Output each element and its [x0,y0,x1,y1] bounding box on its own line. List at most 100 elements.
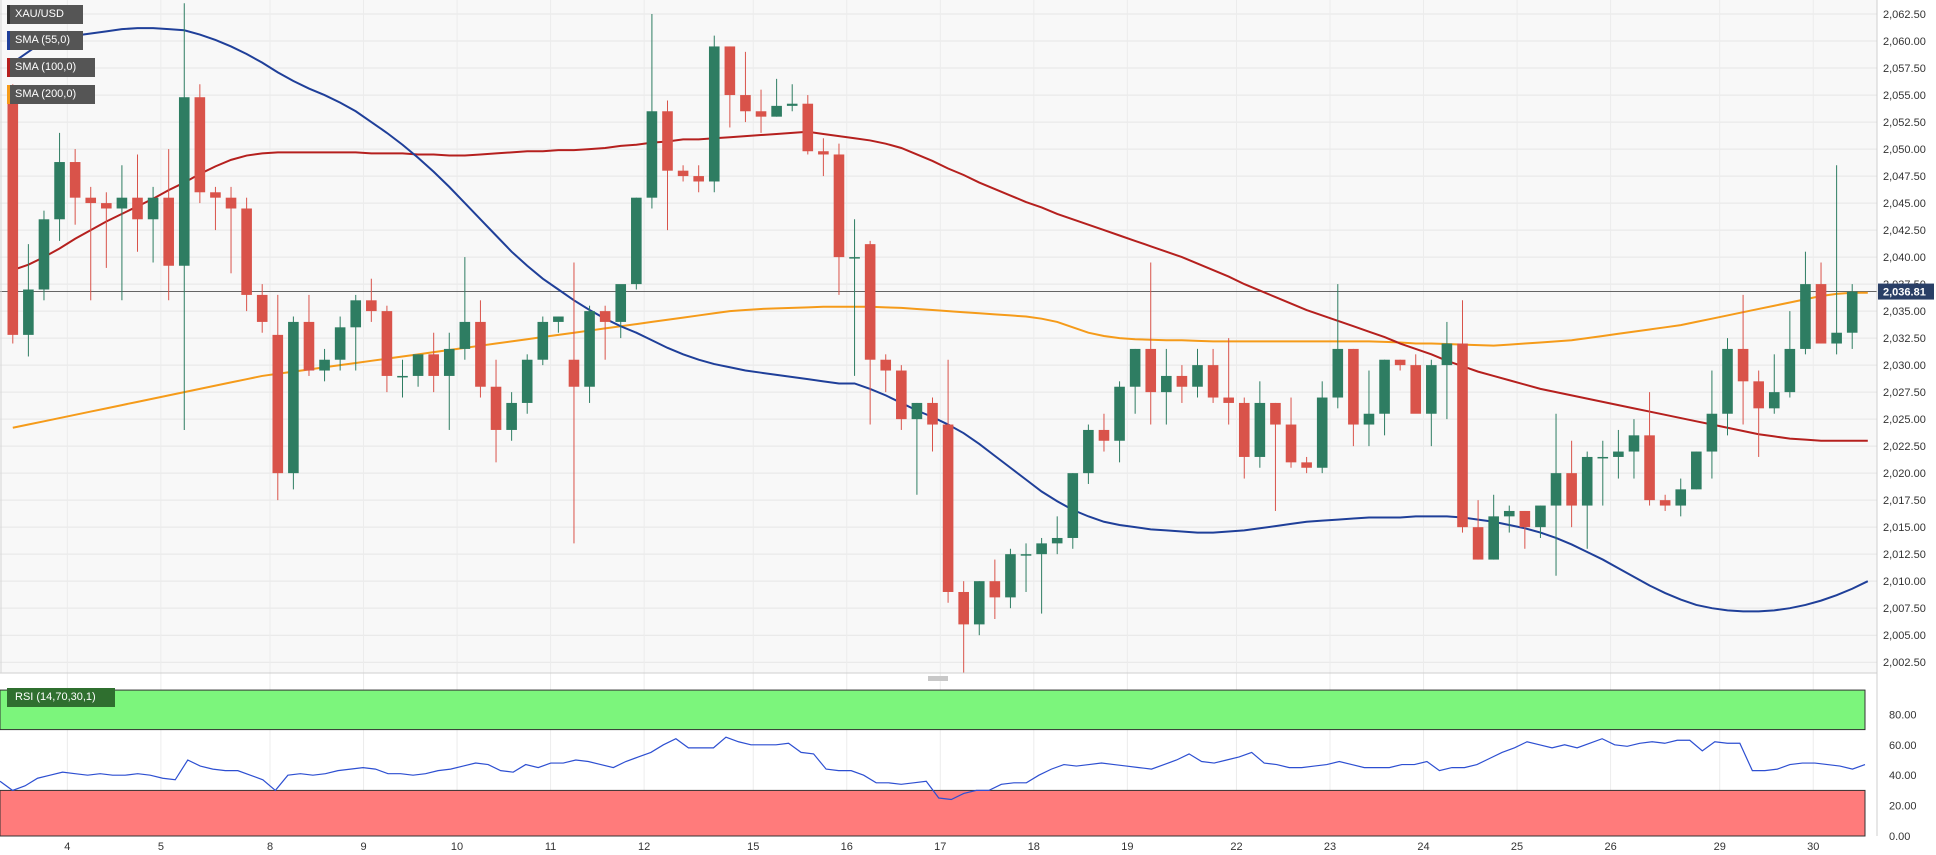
time-tick-label: 4 [64,841,70,853]
candle [1316,381,1328,474]
candle [381,305,393,393]
price-tick-label: 2,050.00 [1883,144,1926,156]
candle [1254,381,1266,468]
candle [7,84,19,344]
candle-body [958,591,969,625]
candle-body [443,348,455,376]
legend-sma55[interactable]: SMA (55,0) [7,31,83,50]
candle-body [1768,392,1780,409]
rsi-oversold-zone [0,789,1866,837]
time-tick-label: 17 [934,841,946,853]
legend-label-sma55: SMA (55,0) [15,34,71,46]
candle-body [194,97,206,193]
rsi-panel: 0.00 20.00 40.00 60.00 80.00 [0,689,1917,843]
candle [1238,397,1250,479]
candle [54,132,65,241]
candle-body [1363,413,1375,425]
legend-xauusd[interactable]: XAU/USD [7,5,83,24]
candle [303,294,315,376]
candle [1394,359,1406,371]
candle-body [1815,284,1827,344]
candle-body [537,321,549,360]
candle-body [864,244,876,360]
candle [1597,440,1609,506]
candle [942,359,954,603]
candle [1051,516,1063,555]
candle-body [1675,489,1687,506]
candle-body [615,284,627,322]
candle [366,278,377,322]
price-tick-label: 2,015.00 [1883,522,1926,534]
candle-body [755,111,767,117]
time-tick-label: 22 [1230,841,1242,853]
candle [1098,413,1110,452]
candle [1348,348,1359,447]
legend-swatch-sma100 [7,58,10,77]
candle-body [1254,402,1266,457]
candle [1800,251,1811,355]
candle-body [428,354,439,376]
candle [1659,494,1671,511]
time-tick-label: 15 [747,841,759,853]
candle [256,284,268,333]
price-axis: 2,002.50 2,005.00 2,007.50 2,010.00 2,012.50… [1878,9,1934,669]
candle-body [1441,343,1453,366]
candle [23,244,34,357]
candle [677,165,689,182]
candle-body [7,103,19,335]
candle [163,149,174,301]
candle-body [1846,291,1858,333]
candle [584,305,595,403]
candle-body [1488,516,1499,560]
legend-sma200[interactable]: SMA (200,0) [7,85,95,104]
candle [1067,473,1079,549]
candle [272,294,284,501]
legend-swatch-xauusd [7,5,10,24]
pane-resize-handle[interactable] [928,676,948,681]
candle [350,294,362,371]
candle-body [942,424,954,592]
candle [1441,321,1453,420]
candle [101,192,112,268]
candle [911,402,923,495]
candle-body [802,103,814,152]
candle-body [490,386,502,430]
legend-sma100[interactable]: SMA (100,0) [7,58,95,77]
candle-body [1301,462,1312,468]
candle [1472,500,1484,560]
candle [475,300,486,398]
candle [973,581,985,636]
legend-rsi[interactable]: RSI (14,70,30,1) [7,688,115,707]
candle-body [319,359,330,371]
candle-body [288,321,299,474]
candle [833,143,845,295]
candle [1675,478,1687,517]
candle-body [210,192,221,198]
candle-body [896,370,907,420]
candle [1129,348,1141,414]
candle-body [599,311,611,322]
rsi-line [0,736,1866,801]
candle-body [350,300,362,328]
candle [38,210,50,301]
price-tick-label: 2,012.50 [1883,549,1926,561]
candle-body [116,197,128,209]
candle [1083,424,1094,484]
time-tick-label: 8 [267,841,273,853]
candle-body [927,402,938,425]
candle-body [475,321,486,387]
candle [1161,348,1172,425]
candle-body [911,402,923,420]
candle [786,84,798,112]
time-tick-label: 10 [451,841,463,853]
candle [537,316,549,366]
candle-body [1597,456,1609,459]
candle [194,84,206,204]
candle-body [178,97,190,266]
candle-body [1831,332,1842,344]
candle-body [521,359,533,403]
time-tick-label: 23 [1324,841,1336,853]
candle [1644,392,1655,506]
candle [1628,419,1640,479]
